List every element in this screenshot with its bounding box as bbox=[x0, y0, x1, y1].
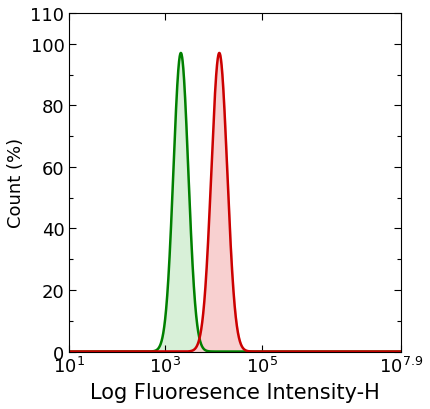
Y-axis label: Count (%): Count (%) bbox=[7, 138, 25, 228]
X-axis label: Log Fluoresence Intensity-H: Log Fluoresence Intensity-H bbox=[90, 382, 380, 402]
